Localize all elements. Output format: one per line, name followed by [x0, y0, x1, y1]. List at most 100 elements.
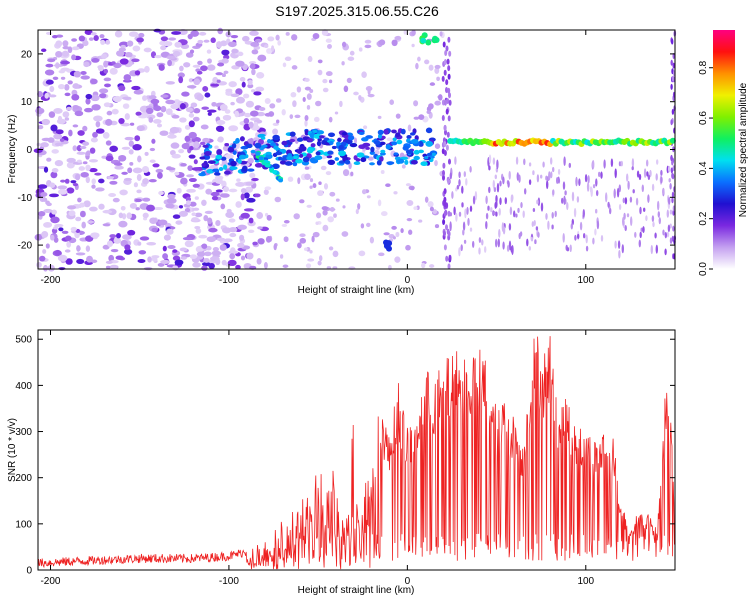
spectrogram-cell	[420, 37, 427, 44]
spectrogram-cell	[71, 54, 77, 61]
spectrogram-cell	[133, 182, 138, 188]
spectrogram-cell	[153, 206, 164, 211]
spectrogram-cell	[364, 44, 372, 49]
spectrogram-cell	[333, 213, 337, 218]
y-tick-label: -20	[18, 241, 33, 252]
spectrogram-cell	[671, 38, 674, 45]
spectrogram-cell	[127, 167, 133, 174]
spectrogram-cell	[57, 189, 68, 195]
spectrogram-cell	[39, 255, 46, 262]
spectrogram-y-ticks: -20 -10 0 10 20	[18, 49, 675, 252]
spectrogram-cell	[518, 174, 521, 183]
spectrogram-cell	[48, 111, 56, 118]
spectrogram-cell	[168, 37, 177, 41]
spectrogram-cell	[409, 132, 416, 136]
spectrogram-cell	[202, 144, 209, 148]
spectrogram-cell	[103, 102, 111, 108]
spectrogram-cell	[134, 198, 142, 203]
spectrogram-cell	[184, 135, 191, 142]
spectrogram-cell	[334, 111, 339, 115]
spectrogram-cell	[165, 203, 175, 209]
spectrogram-cell	[122, 96, 132, 101]
spectrogram-cell	[144, 65, 150, 73]
spectrogram-cell	[256, 212, 264, 219]
spectrogram-cell	[260, 136, 266, 140]
spectrogram-cell	[660, 176, 663, 184]
spectrogram-cell	[395, 132, 401, 138]
spectrogram-cell	[98, 203, 105, 210]
spectrogram-cell	[360, 223, 365, 229]
spectrogram-cell	[670, 119, 673, 126]
spectrogram-cell	[317, 138, 322, 142]
spectrogram-cell	[660, 169, 663, 176]
spectrogram-cell	[584, 174, 588, 183]
spectrogram-cell	[53, 133, 63, 140]
spectrogram-cell	[655, 173, 658, 181]
spectrogram-cell	[216, 119, 226, 126]
spectrogram-cell	[261, 161, 267, 166]
spectrogram-cell	[86, 150, 91, 156]
spectrogram-cell	[302, 96, 306, 103]
spectrogram-cell	[346, 77, 352, 84]
spectrogram-cell	[131, 85, 141, 91]
spectrogram-cell	[57, 254, 68, 262]
spectrogram-cell	[221, 58, 229, 64]
spectrogram-cell	[427, 201, 434, 208]
spectrogram-cell	[600, 235, 604, 242]
spectrogram-cell	[321, 29, 329, 36]
spectrogram-cell	[312, 129, 318, 133]
spectrogram-cell	[304, 129, 309, 136]
spectrogram-cell	[472, 240, 475, 248]
spectrogram-cell	[184, 124, 191, 130]
spectrogram-cell	[596, 190, 599, 197]
colorbar-label: Normalized spectral amplitude	[738, 82, 749, 217]
spectrogram-cell	[518, 232, 521, 240]
spectrogram-cell	[196, 94, 204, 101]
spectrogram-cell	[60, 60, 71, 65]
spectrogram-cell	[458, 211, 462, 217]
spectrogram-cell	[275, 34, 280, 41]
spectrogram-cell	[443, 230, 446, 237]
spectrogram-cell	[139, 236, 150, 241]
spectrogram-cell	[180, 162, 187, 167]
spectrogram-cell	[447, 65, 451, 72]
spectrogram-cell	[492, 179, 495, 189]
spectrogram-cell	[172, 255, 181, 261]
spectrogram-cell	[216, 149, 223, 156]
spectrogram-cell	[385, 144, 392, 150]
spectrogram-cell	[671, 191, 675, 198]
spectrogram-cell	[326, 155, 333, 159]
spectrogram-cell	[478, 247, 481, 255]
spectrogram-cell	[446, 131, 450, 138]
spectrogram-cell	[410, 138, 419, 144]
spectrogram-cell	[304, 86, 312, 91]
spectrogram-cell	[188, 154, 196, 159]
spectrogram-cell	[66, 157, 76, 163]
spectrogram-cell	[137, 155, 142, 163]
spectrogram-cell	[198, 31, 207, 36]
spectrogram-cell	[408, 229, 413, 235]
spectrogram-cell	[315, 100, 322, 107]
spectrogram-cell	[428, 64, 434, 71]
spectrogram-cell	[71, 46, 80, 51]
spectrogram-cell	[159, 130, 169, 136]
spectrogram-cell	[147, 256, 152, 263]
spectrogram-cell	[406, 199, 414, 207]
spectrogram-cell	[376, 160, 382, 166]
spectrogram-cell	[445, 255, 449, 262]
spectrogram-cell	[312, 32, 320, 40]
spectrogram-cell	[488, 186, 491, 194]
spectrogram-cell	[520, 201, 523, 209]
spectrogram-cell	[672, 62, 675, 69]
spectrogram-cell	[44, 69, 55, 76]
spectrogram-cell	[417, 56, 421, 62]
spectrogram-cell	[269, 103, 276, 109]
spectrogram-cell	[343, 85, 349, 93]
spectrogram-cell	[254, 193, 261, 198]
spectrogram-cell	[443, 210, 447, 217]
spectrogram-cell	[172, 265, 179, 271]
spectrogram-cell	[647, 194, 650, 203]
spectrogram-cell	[207, 160, 216, 164]
spectrogram-cell	[195, 228, 202, 234]
colorbar-tick-label: 0.2	[698, 211, 709, 225]
